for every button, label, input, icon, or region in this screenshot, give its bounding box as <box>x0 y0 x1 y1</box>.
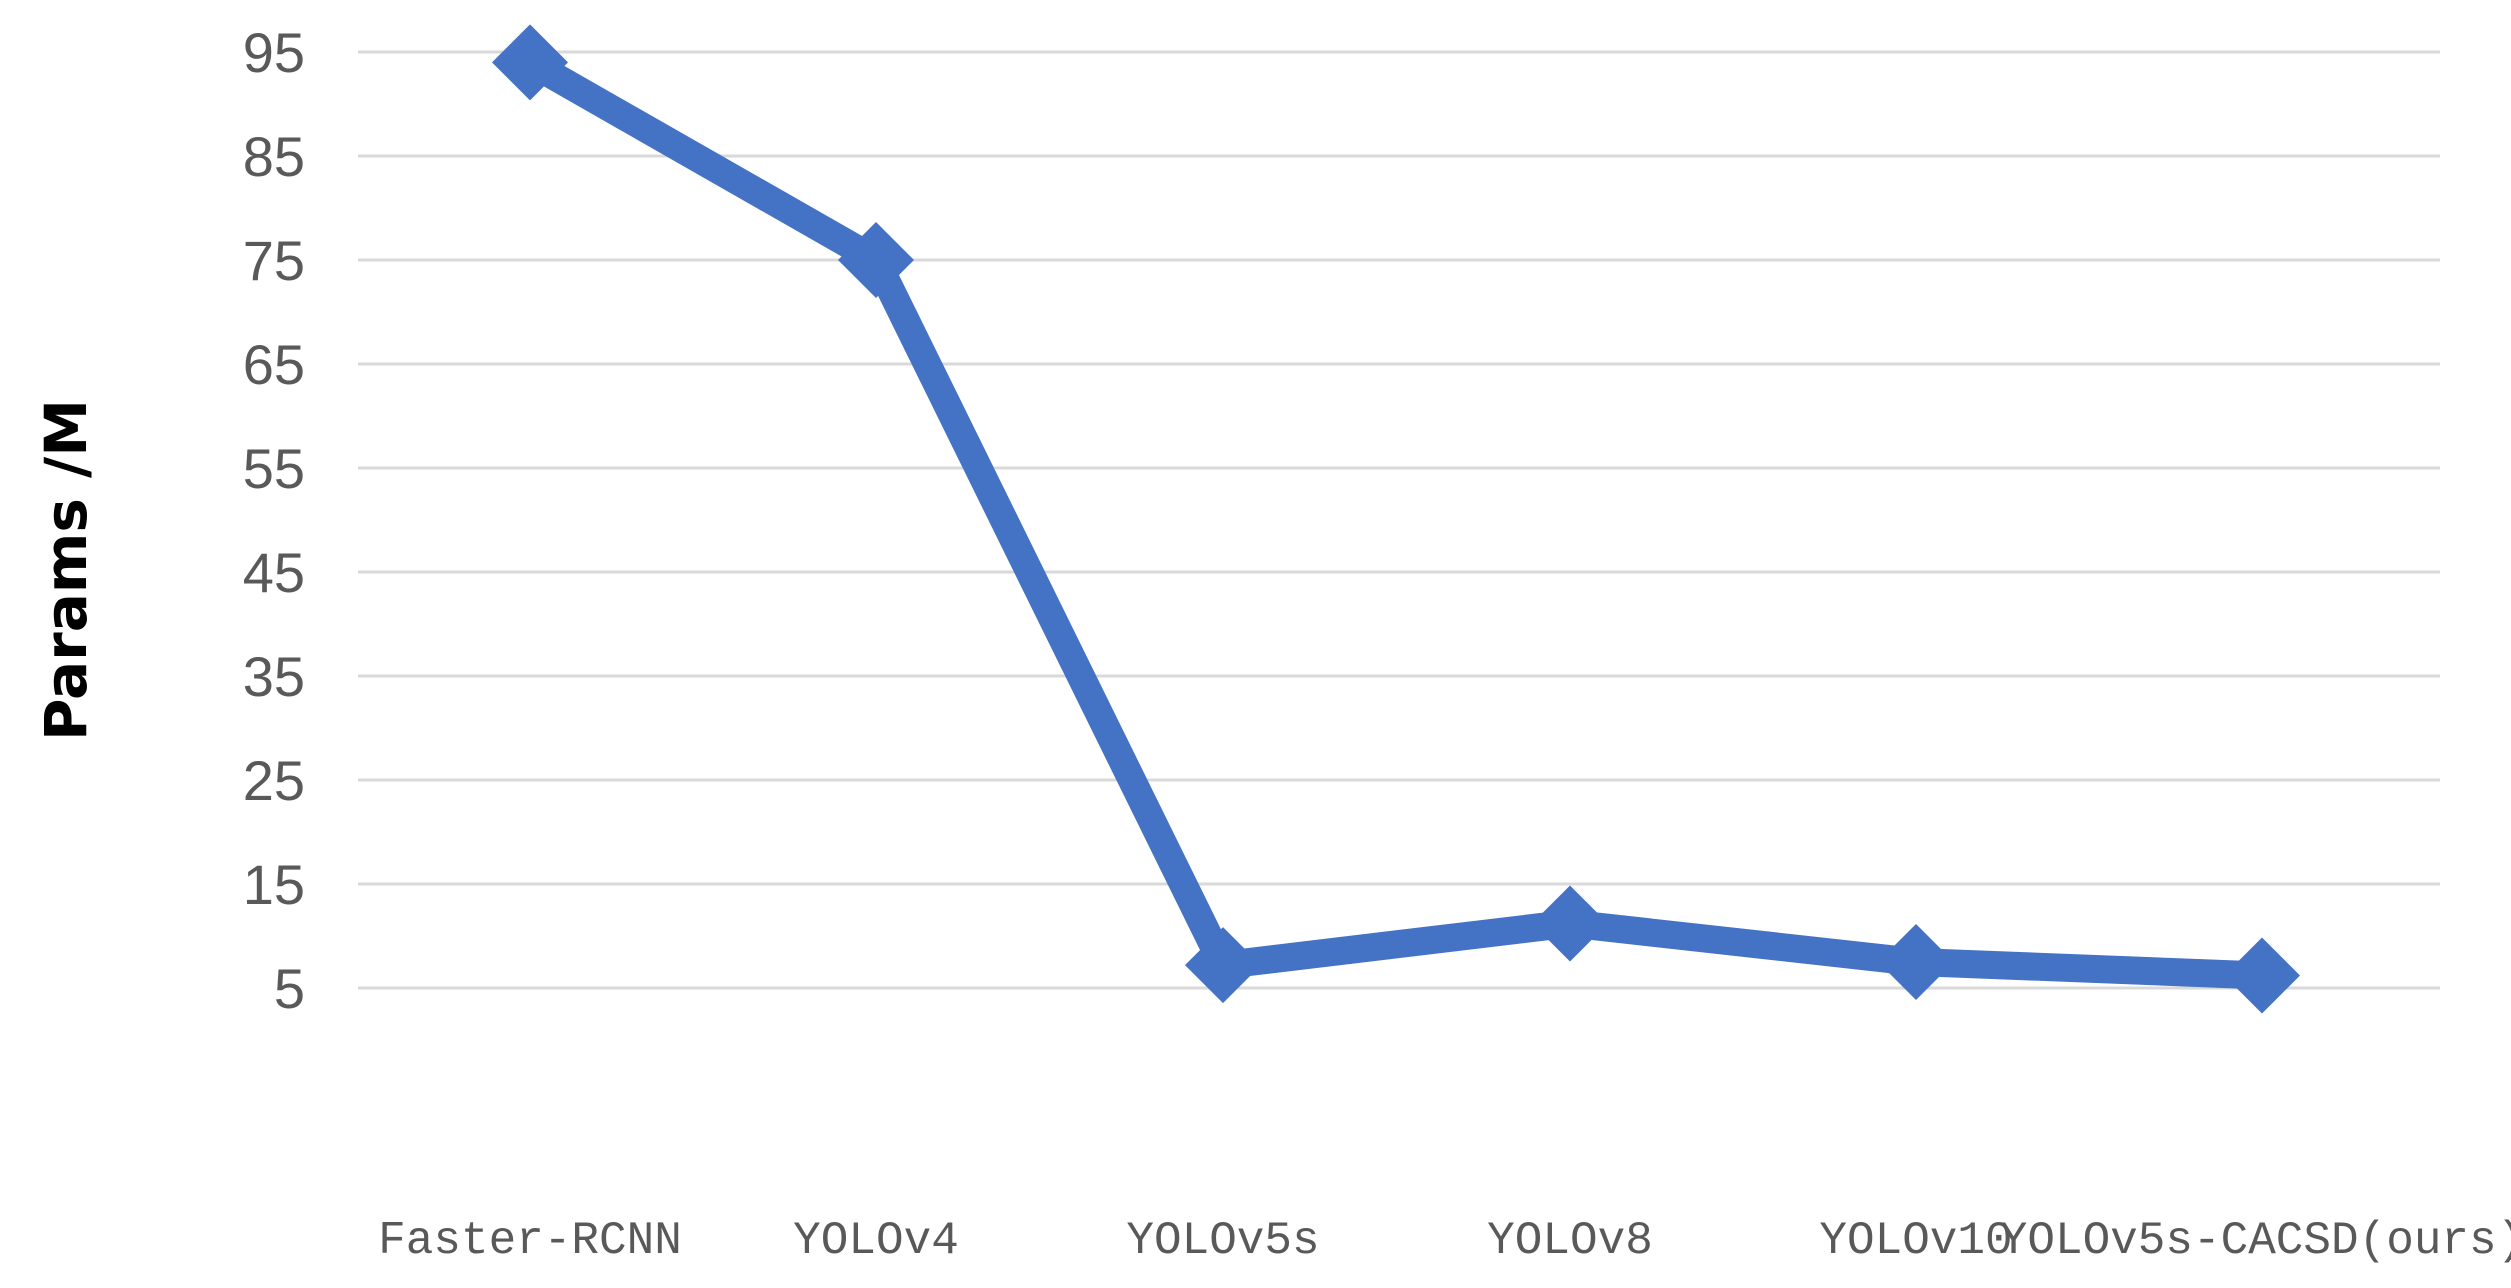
x-category-label: YOLOv4 <box>793 1215 959 1267</box>
y-axis-title: Params /M <box>32 399 100 741</box>
y-tick-label: 45 <box>243 541 305 604</box>
y-tick-label: 65 <box>243 333 305 396</box>
gridlines <box>358 50 2440 990</box>
x-category-label: YOLOv5s <box>1126 1215 1319 1267</box>
series-line <box>516 48 2276 990</box>
x-category-label: YOLOv10 <box>1819 1215 2012 1267</box>
data-point-marker <box>1185 927 1261 1004</box>
y-tick-label: 5 <box>274 957 305 1020</box>
data-point-marker <box>1532 885 1608 962</box>
y-tick-label: 15 <box>243 853 305 916</box>
y-tick-label: 75 <box>243 229 305 292</box>
x-category-label: YOLOv8 <box>1487 1215 1653 1267</box>
y-axis-ticks: 5 15 25 35 45 55 65 75 85 95 <box>243 21 305 1020</box>
series-layer <box>492 24 2300 1014</box>
y-tick-label: 95 <box>243 21 305 84</box>
y-tick-label: 55 <box>243 437 305 500</box>
data-point-marker <box>2224 937 2300 1014</box>
y-tick-label: 25 <box>243 749 305 812</box>
data-point-marker <box>492 24 568 101</box>
x-category-label: YOLOv5s-CACSD(ours) <box>2000 1215 2511 1267</box>
data-point-marker <box>838 222 914 298</box>
x-axis-categories: Faster-RCNN YOLOv4 YOLOv5s YOLOv8 YOLOv10YOL… <box>378 1215 2511 1267</box>
data-point-marker <box>1878 924 1954 1000</box>
x-category-label: Faster-RCNN <box>378 1215 682 1267</box>
y-tick-label: 35 <box>243 645 305 708</box>
y-tick-label: 85 <box>243 125 305 188</box>
